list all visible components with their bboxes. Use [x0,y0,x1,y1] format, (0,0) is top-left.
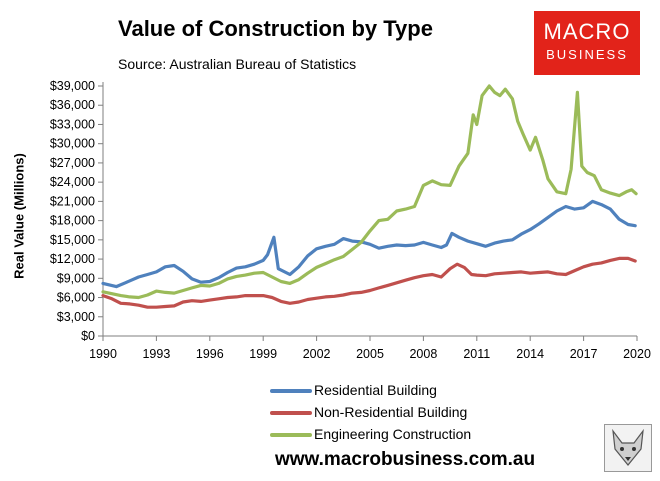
y-tick-label: $0 [81,329,95,343]
chart-subtitle: Source: Australian Bureau of Statistics [118,56,357,72]
x-tick-label: 2002 [303,347,331,361]
y-tick-label: $18,000 [50,214,95,228]
x-tick-label: 2008 [409,347,437,361]
legend-swatch-engineering [270,433,312,437]
y-tick-label: $33,000 [50,117,95,131]
fox-icon [604,424,652,472]
y-tick-label: $15,000 [50,233,95,247]
logo-line2: BUSINESS [546,47,628,62]
x-tick-label: 2005 [356,347,384,361]
y-tick-label: $12,000 [50,252,95,266]
x-tick-label: 1990 [89,347,117,361]
x-tick-label: 2020 [623,347,651,361]
y-tick-label: $9,000 [57,271,95,285]
y-tick-label: $39,000 [50,79,95,93]
logo-line1: MACRO [543,19,631,44]
legend-label-residential: Residential Building [314,382,437,398]
footer-url[interactable]: www.macrobusiness.com.au [275,449,536,470]
y-tick-label: $24,000 [50,175,95,189]
x-tick-label: 2011 [463,347,490,361]
y-tick-label: $27,000 [50,156,95,170]
engineering-construction-line [101,84,638,300]
x-tick-label: 1993 [142,347,170,361]
legend-label-non-residential: Non-Residential Building [314,404,468,420]
x-tick-label: 2014 [516,347,544,361]
legend-swatch-residential [270,389,312,393]
y-tick-label: $3,000 [57,310,95,324]
x-tick-label: 1999 [249,347,277,361]
legend-swatch-non-residential [270,411,312,415]
y-tick-label: $36,000 [50,98,95,112]
y-tick-label: $30,000 [50,137,95,151]
y-tick-label: $6,000 [57,291,95,305]
chart-title: Value of Construction by Type [118,16,433,41]
residential-building-line [101,199,637,289]
legend-label-engineering: Engineering Construction [314,426,472,442]
macrobusiness-logo[interactable]: MACRO BUSINESS [534,11,640,75]
non-residential-building-line [101,256,637,309]
y-tick-label: $21,000 [50,194,95,208]
x-tick-label: 2017 [570,347,598,361]
x-tick-label: 1996 [196,347,224,361]
